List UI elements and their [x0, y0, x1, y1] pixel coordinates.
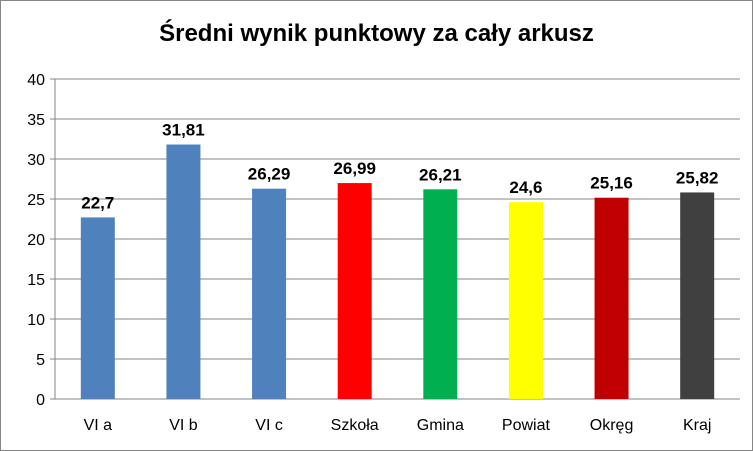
bar — [508, 202, 543, 399]
chart-title: Średni wynik punktowy za cały arkusz — [159, 20, 594, 47]
x-tick-label: VI c — [255, 417, 283, 434]
x-tick-label: Okręg — [590, 417, 634, 434]
x-tick-label: Powiat — [502, 417, 551, 434]
y-tick-label: 35 — [27, 112, 45, 129]
x-tick-label: Kraj — [683, 417, 711, 434]
bar — [337, 183, 372, 399]
data-label: 26,29 — [248, 165, 291, 184]
y-tick-label: 0 — [36, 392, 45, 409]
bar — [594, 197, 629, 399]
bar — [680, 192, 715, 399]
data-label: 25,82 — [676, 168, 719, 187]
x-tick-label: VI b — [169, 417, 198, 434]
x-tick-label: Szkoła — [331, 417, 379, 434]
y-tick-label: 25 — [27, 192, 45, 209]
y-tick-label: 5 — [36, 352, 45, 369]
y-tick-label: 10 — [27, 312, 45, 329]
bar — [252, 188, 287, 399]
data-label: 24,6 — [509, 178, 542, 197]
bar — [423, 189, 458, 399]
data-label: 31,81 — [162, 121, 205, 140]
x-tick-label: Gmina — [417, 417, 464, 434]
bar — [166, 144, 201, 399]
x-tick-label: VI a — [84, 417, 113, 434]
bar — [80, 217, 115, 399]
data-label: 26,21 — [419, 165, 462, 184]
data-label: 25,16 — [590, 174, 633, 193]
y-tick-label: 30 — [27, 152, 45, 169]
data-label: 22,7 — [81, 193, 114, 212]
y-tick-label: 15 — [27, 272, 45, 289]
y-tick-label: 20 — [27, 232, 45, 249]
y-tick-label: 40 — [27, 72, 45, 89]
data-label: 26,99 — [333, 159, 376, 178]
